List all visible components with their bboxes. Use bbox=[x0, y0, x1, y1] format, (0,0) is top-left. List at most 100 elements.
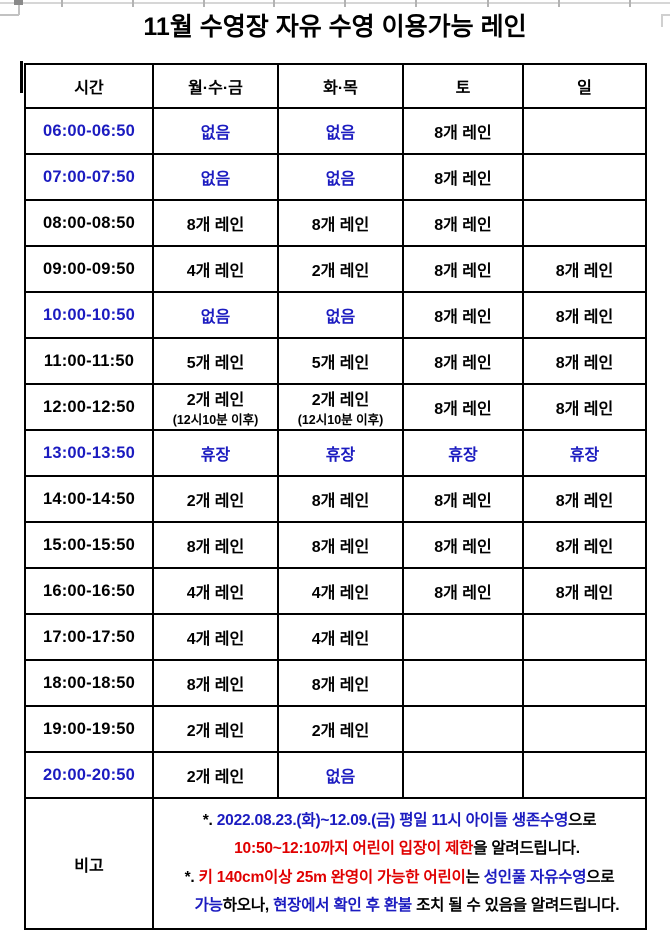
column-header: 토 bbox=[402, 63, 524, 109]
note-line: 10:50~12:10까지 어린이 입장이 제한을 알려드립니다. bbox=[234, 840, 580, 857]
schedule-cell bbox=[522, 107, 647, 155]
column-header: 시간 bbox=[24, 63, 154, 109]
schedule-cell: 8개 레인 bbox=[522, 245, 647, 293]
cropped-cell-corner bbox=[0, 14, 19, 16]
schedule-cell: 8개 레인 bbox=[402, 107, 524, 155]
page-title: 11월 수영장 자유 수영 이용가능 레인 bbox=[143, 13, 527, 41]
schedule-cell: 없음 bbox=[277, 751, 404, 799]
schedule-cell: 2개 레인 bbox=[277, 245, 404, 293]
schedule-cell: 8개 레인 bbox=[522, 475, 647, 523]
schedule-cell: 2개 레인 bbox=[152, 751, 279, 799]
schedule-cell: 휴장 bbox=[402, 429, 524, 477]
time-cell: 13:00-13:50 bbox=[24, 429, 154, 477]
schedule-cell: 8개 레인 bbox=[152, 659, 279, 707]
schedule-cell: 8개 레인 bbox=[402, 337, 524, 385]
schedule-cell: 4개 레인 bbox=[152, 613, 279, 661]
schedule-cell bbox=[402, 613, 524, 661]
schedule-cell: 2개 레인 bbox=[277, 705, 404, 753]
table-row: 08:00-08:50 8개 레인 8개 레인 8개 레인 bbox=[24, 199, 647, 247]
schedule-cell bbox=[522, 613, 647, 661]
ruler-tick bbox=[629, 0, 631, 7]
table-row: 17:00-17:50 4개 레인 4개 레인 bbox=[24, 613, 647, 661]
cropped-gridline bbox=[0, 2, 670, 4]
table-row: 07:00-07:50 없음 없음 8개 레인 bbox=[24, 153, 647, 201]
column-header: 월·수·금 bbox=[152, 63, 279, 109]
table-row: 06:00-06:50 없음 없음 8개 레인 bbox=[24, 107, 647, 155]
schedule-cell: 8개 레인 bbox=[402, 245, 524, 293]
column-header: 일 bbox=[522, 63, 647, 109]
schedule-cell bbox=[522, 153, 647, 201]
time-cell: 17:00-17:50 bbox=[24, 613, 154, 661]
schedule-cell: 5개 레인 bbox=[277, 337, 404, 385]
table-row: 13:00-13:50 휴장 휴장 휴장 휴장 bbox=[24, 429, 647, 477]
cropped-cell-corner bbox=[18, 0, 20, 15]
time-cell: 18:00-18:50 bbox=[24, 659, 154, 707]
schedule-table: 시간 월·수·금 화·목 토 일 06:00-06:50 없음 없음 8개 레인 07:00-07… bbox=[24, 63, 647, 930]
notes-cell: *. 2022.08.23.(화)~12.09.(금) 평일 11시 아이들 생… bbox=[152, 797, 647, 930]
schedule-cell: 5개 레인 bbox=[152, 337, 279, 385]
schedule-cell: 8개 레인 bbox=[402, 475, 524, 523]
schedule-cell: 4개 레인 bbox=[152, 567, 279, 615]
schedule-cell: 2개 레인 (12시10분 이후) bbox=[277, 383, 404, 431]
schedule-cell bbox=[402, 659, 524, 707]
schedule-cell: 8개 레인 bbox=[402, 521, 524, 569]
time-cell: 16:00-16:50 bbox=[24, 567, 154, 615]
table-row: 19:00-19:50 2개 레인 2개 레인 bbox=[24, 705, 647, 753]
time-cell: 08:00-08:50 bbox=[24, 199, 154, 247]
schedule-cell: 휴장 bbox=[152, 429, 279, 477]
schedule-cell: 8개 레인 bbox=[522, 521, 647, 569]
ruler-tick bbox=[344, 0, 346, 7]
schedule-cell: 없음 bbox=[152, 153, 279, 201]
schedule-cell: 2개 레인 (12시10분 이후) bbox=[152, 383, 279, 431]
schedule-cell: 8개 레인 bbox=[522, 291, 647, 339]
schedule-cell: 2개 레인 bbox=[152, 475, 279, 523]
table-row: 18:00-18:50 8개 레인 8개 레인 bbox=[24, 659, 647, 707]
schedule-cell bbox=[522, 751, 647, 799]
schedule-cell: 8개 레인 bbox=[152, 521, 279, 569]
time-cell: 10:00-10:50 bbox=[24, 291, 154, 339]
schedule-cell: 없음 bbox=[152, 291, 279, 339]
time-cell: 06:00-06:50 bbox=[24, 107, 154, 155]
schedule-cell: 8개 레인 bbox=[277, 659, 404, 707]
schedule-cell: 휴장 bbox=[277, 429, 404, 477]
schedule-cell: 8개 레인 bbox=[402, 291, 524, 339]
time-cell: 19:00-19:50 bbox=[24, 705, 154, 753]
table-row: 09:00-09:50 4개 레인 2개 레인 8개 레인 8개 레인 bbox=[24, 245, 647, 293]
schedule-cell: 2개 레인 bbox=[152, 705, 279, 753]
schedule-cell: 8개 레인 bbox=[277, 521, 404, 569]
schedule-cell: 8개 레인 bbox=[277, 475, 404, 523]
ruler-tick bbox=[558, 0, 560, 7]
schedule-cell bbox=[402, 705, 524, 753]
column-header: 화·목 bbox=[277, 63, 404, 109]
time-cell: 15:00-15:50 bbox=[24, 521, 154, 569]
schedule-cell bbox=[522, 199, 647, 247]
ruler-tick bbox=[132, 0, 134, 7]
time-cell: 11:00-11:50 bbox=[24, 337, 154, 385]
ruler-tick bbox=[273, 0, 275, 7]
schedule-cell: 8개 레인 bbox=[402, 199, 524, 247]
schedule-cell: 4개 레인 bbox=[277, 567, 404, 615]
schedule-cell: 8개 레인 bbox=[522, 567, 647, 615]
cropped-cell-corner bbox=[661, 14, 670, 16]
schedule-cell: 8개 레인 bbox=[402, 567, 524, 615]
table-row: 14:00-14:50 2개 레인 8개 레인 8개 레인 8개 레인 bbox=[24, 475, 647, 523]
cropped-cell-corner bbox=[661, 14, 663, 27]
time-cell: 07:00-07:50 bbox=[24, 153, 154, 201]
schedule-cell: 8개 레인 bbox=[402, 153, 524, 201]
note-line: *. 2022.08.23.(화)~12.09.(금) 평일 11시 아이들 생… bbox=[202, 811, 597, 829]
time-cell: 20:00-20:50 bbox=[24, 751, 154, 799]
schedule-cell: 8개 레인 bbox=[277, 199, 404, 247]
schedule-cell bbox=[522, 659, 647, 707]
table-row: 15:00-15:50 8개 레인 8개 레인 8개 레인 8개 레인 bbox=[24, 521, 647, 569]
note-line: 가능하오나, 현장에서 확인 후 환불 조치 될 수 있음을 알려드립니다. bbox=[194, 897, 620, 914]
cropped-cell-notch bbox=[14, 0, 23, 5]
table-row: 20:00-20:50 2개 레인 없음 bbox=[24, 751, 647, 799]
ruler-tick bbox=[487, 0, 489, 7]
time-cell: 12:00-12:50 bbox=[24, 383, 154, 431]
schedule-cell: 없음 bbox=[277, 153, 404, 201]
ruler-tick bbox=[203, 0, 205, 7]
table-row: 12:00-12:50 2개 레인 (12시10분 이후) 2개 레인 (12시10분 … bbox=[24, 383, 647, 431]
ruler-tick bbox=[415, 0, 417, 7]
schedule-cell: 8개 레인 bbox=[522, 383, 647, 431]
